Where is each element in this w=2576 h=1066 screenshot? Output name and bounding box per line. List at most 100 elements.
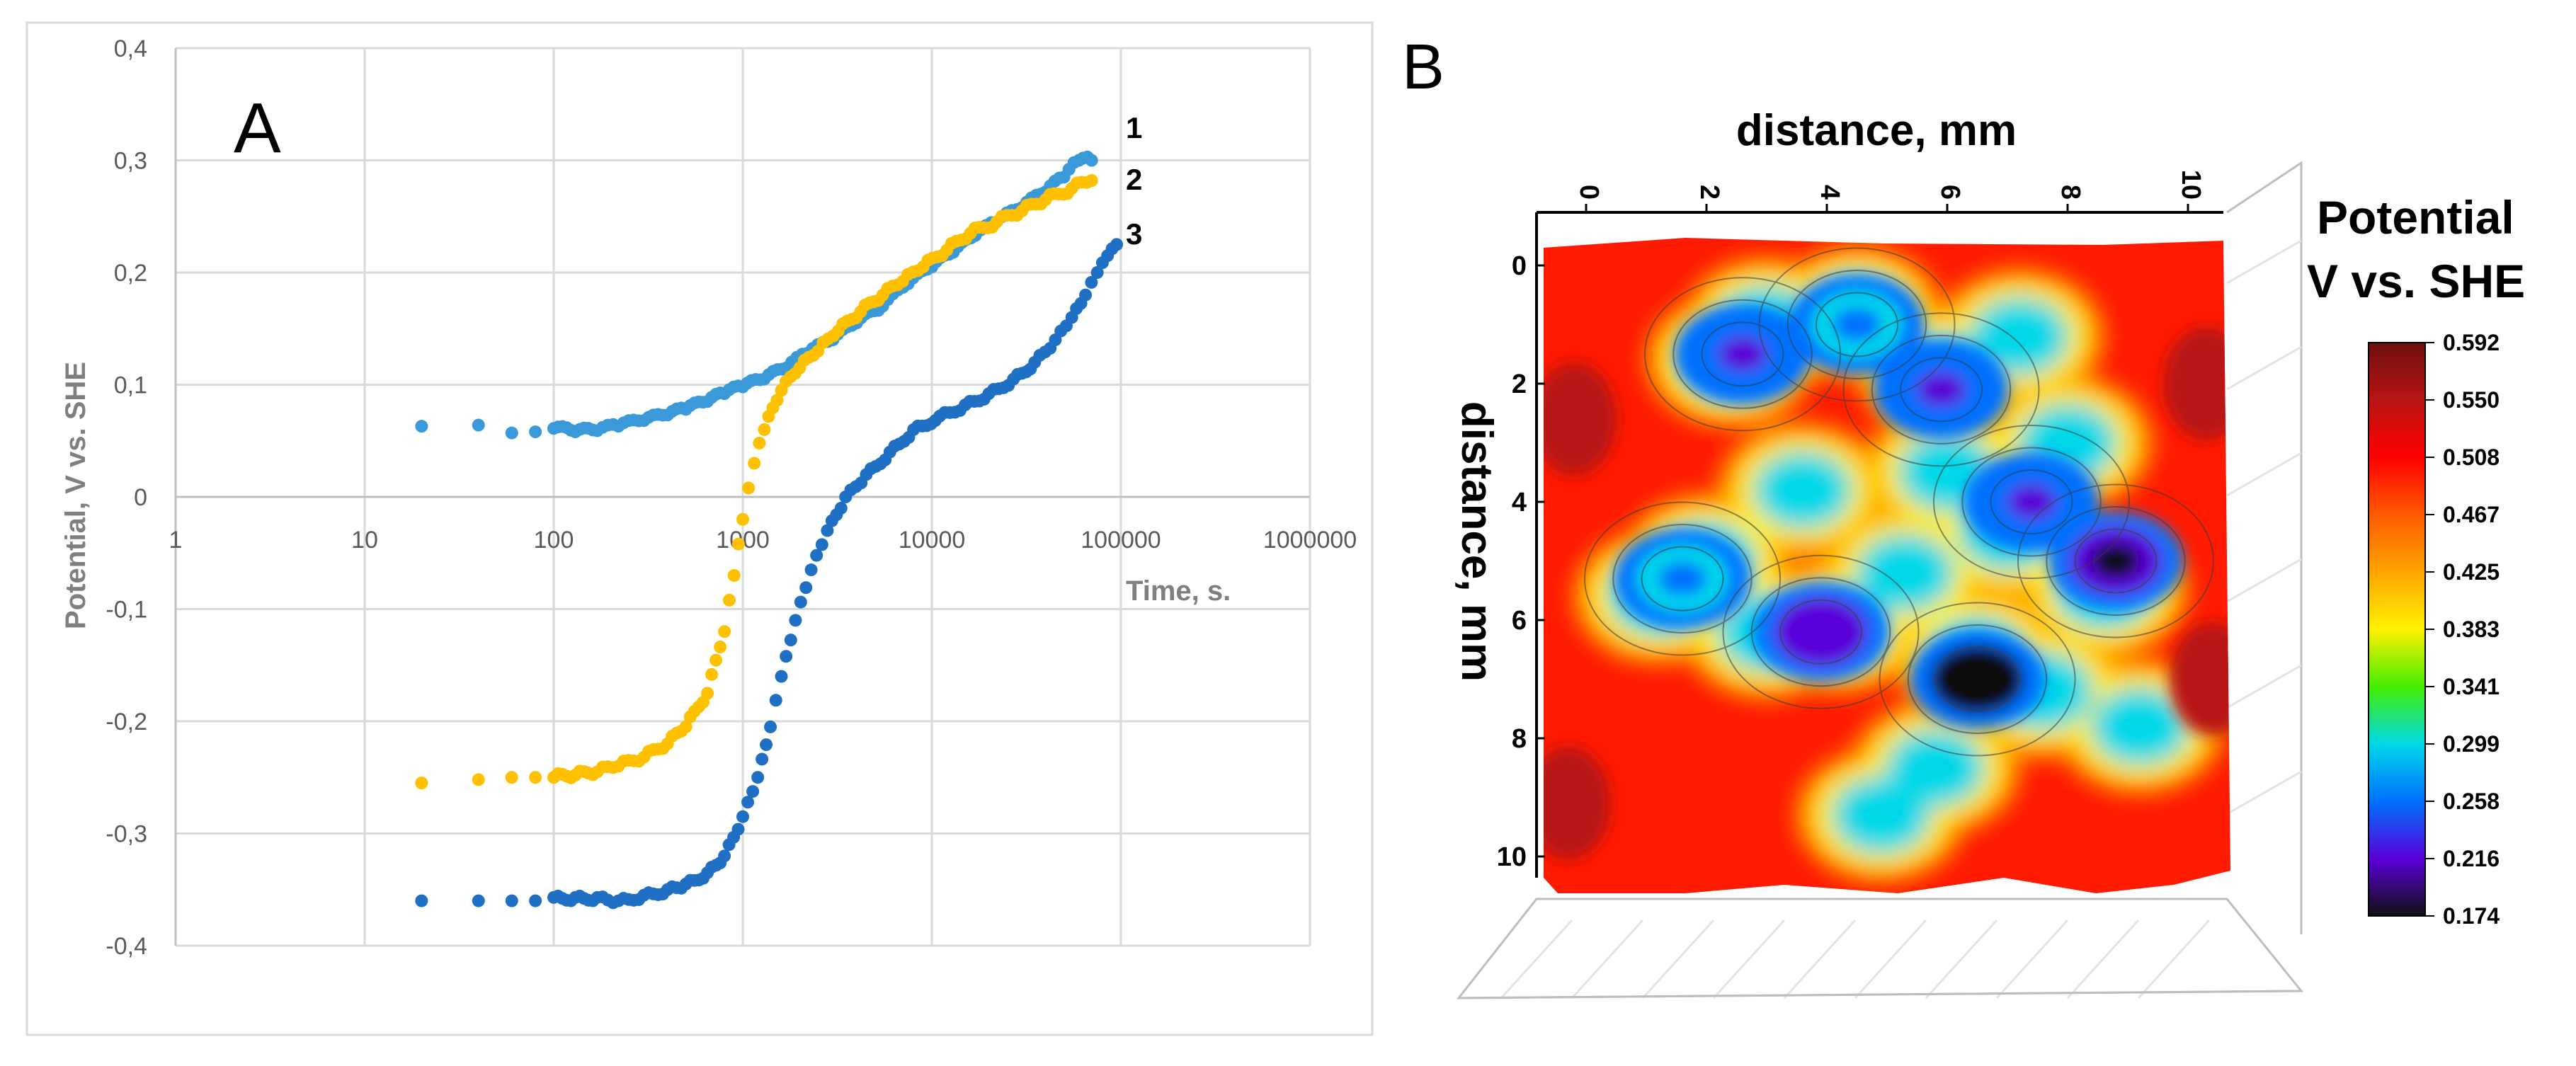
x-tick-label: 4 xyxy=(1815,185,1845,200)
contour-line xyxy=(1584,501,1781,656)
colorbar-tick-label: 0.341 xyxy=(2443,674,2500,699)
y-axis-title: Potential, V vs. SHE xyxy=(60,362,91,629)
series-2 xyxy=(415,174,1098,790)
data-point xyxy=(472,418,485,432)
x-axis-title: Time, s. xyxy=(1126,575,1231,607)
colorbar-tick-label: 0.299 xyxy=(2443,731,2500,757)
x-tick-labels: 0 2 4 6 8 10 xyxy=(1574,170,2206,212)
contour-line xyxy=(1641,546,1724,612)
heat-cores xyxy=(1544,275,2230,860)
data-point xyxy=(769,694,782,707)
potential-map xyxy=(1544,238,2230,893)
data-point xyxy=(821,524,834,537)
contour-line xyxy=(1871,334,2012,445)
data-point xyxy=(794,595,807,609)
x-tick-label: 1 xyxy=(169,527,183,554)
data-point xyxy=(764,720,777,733)
colorbar-tick-labels: 0.592 0.550 0.508 0.467 0.425 0.383 0.341 0.299… xyxy=(2425,330,2500,929)
colorbar-tick-label: 0.216 xyxy=(2443,846,2500,871)
data-point xyxy=(727,568,741,582)
data-point xyxy=(736,810,749,823)
contour-line xyxy=(1900,357,1983,423)
contour-line xyxy=(1936,646,2019,712)
x-tick-label: 10000 xyxy=(899,527,966,554)
data-point xyxy=(756,752,769,766)
data-point xyxy=(505,771,518,784)
data-point xyxy=(1085,174,1098,188)
contour-line xyxy=(1612,524,1753,634)
colorbar-tick-label: 0.467 xyxy=(2443,502,2500,527)
y-tick-label: 0,3 xyxy=(114,148,147,175)
data-point xyxy=(529,425,542,439)
contour-line xyxy=(1816,292,1898,357)
panel-b-chart: B 0 2 4 6 8 10 distance, mm 0 2 4 6 8 10 distance,… xyxy=(1402,32,2525,999)
data-point xyxy=(705,667,719,681)
y-tick-label: 4 xyxy=(1512,488,1527,517)
potential-core xyxy=(1953,662,2002,697)
data-point xyxy=(784,634,797,647)
x-tick-label: 6 xyxy=(1935,185,1965,200)
y-tick-label: 6 xyxy=(1512,606,1527,636)
y-tick-label: 8 xyxy=(1512,724,1527,754)
x-axis-title: distance, mm xyxy=(1736,106,2017,155)
data-point xyxy=(789,614,802,627)
data-point xyxy=(731,537,745,551)
left-axis: 0 2 4 6 8 10 distance, mm xyxy=(1452,212,1545,878)
data-point xyxy=(758,423,771,436)
data-point xyxy=(1085,154,1098,167)
y-axis-title: distance, mm xyxy=(1452,401,1501,682)
data-point xyxy=(714,641,727,654)
series-label-1: 1 xyxy=(1126,111,1142,144)
potential-band xyxy=(2090,687,2189,766)
contour-line xyxy=(2046,506,2186,616)
series-label-2: 2 xyxy=(1126,163,1142,196)
data-point xyxy=(741,796,755,809)
colorbar-tick-label: 0.383 xyxy=(2443,617,2500,642)
x-tick-label: 1000000 xyxy=(1263,527,1357,554)
contour-line xyxy=(1907,624,2048,734)
contour-line xyxy=(2017,483,2214,638)
high-potential-edge xyxy=(1544,362,1617,476)
data-point xyxy=(415,420,428,433)
colorbar-tick-label: 0.425 xyxy=(2443,559,2500,585)
data-point xyxy=(1085,275,1098,289)
y-tick-label: 0 xyxy=(134,484,147,511)
y-tick-label: 2 xyxy=(1512,369,1527,399)
colorbar-tick-label: 0.550 xyxy=(2443,387,2500,413)
data-point xyxy=(505,894,518,907)
data-point xyxy=(804,563,818,577)
contour-line xyxy=(1842,312,2040,467)
data-point xyxy=(1090,266,1104,279)
data-point xyxy=(718,625,731,638)
potential-core xyxy=(2092,544,2140,578)
axes xyxy=(174,48,1310,946)
colorbar-title-line1: Potential xyxy=(2317,191,2514,243)
potential-core xyxy=(1833,307,1881,342)
data-point xyxy=(529,771,542,784)
panel-a-frame xyxy=(25,21,1374,1036)
data-point xyxy=(770,394,784,407)
data-point xyxy=(751,771,765,784)
y-tick-label: -0,1 xyxy=(106,597,147,624)
data-point xyxy=(834,501,848,515)
high-potential-edge xyxy=(1544,746,1611,860)
x-tick-label: 0 xyxy=(1574,185,1604,200)
data-point xyxy=(775,670,788,683)
y-tick-label: 0,4 xyxy=(114,35,147,62)
high-potential-edge xyxy=(2170,622,2230,736)
panel-b-label: B xyxy=(1402,32,1444,103)
data-point xyxy=(810,549,823,562)
data-point xyxy=(415,894,428,907)
contour-line xyxy=(1933,425,2130,579)
colorbar-tick-label: 0.508 xyxy=(2443,445,2500,470)
data-point xyxy=(718,849,731,863)
x-tick-label: 100 xyxy=(534,527,574,554)
data-point xyxy=(753,436,766,449)
x-tick-label: 8 xyxy=(2056,185,2085,200)
colorbar-tick-label: 0.592 xyxy=(2443,330,2500,355)
data-point xyxy=(709,653,723,667)
potential-band xyxy=(1753,451,1852,529)
data-point xyxy=(731,823,745,836)
x-tick-label: 2 xyxy=(1694,185,1724,200)
panel-a-label: A xyxy=(234,88,281,168)
